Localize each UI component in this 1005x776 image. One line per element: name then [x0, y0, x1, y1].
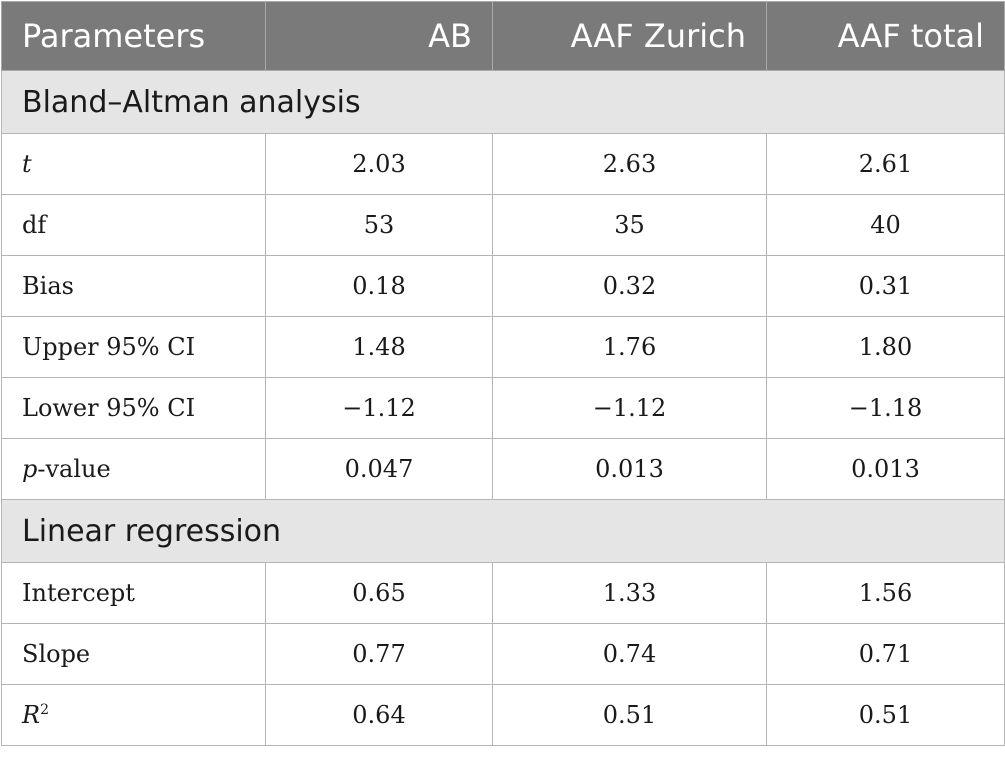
row-label-italic: p: [22, 455, 38, 483]
results-table: Parameters AB AAF Zurich AAF total Bland…: [1, 1, 1005, 746]
table-row: Lower 95% CI −1.12 −1.12 −1.18: [1, 377, 1005, 439]
cell-aaf-total: 2.61: [766, 133, 1005, 195]
header-aaf-zurich: AAF Zurich: [492, 1, 767, 71]
cell-aaf-zurich: 0.013: [492, 438, 767, 500]
table-row: t 2.03 2.63 2.61: [1, 133, 1005, 195]
cell-aaf-total: 0.31: [766, 255, 1005, 317]
cell-aaf-zurich: 2.63: [492, 133, 767, 195]
cell-aaf-total: 0.71: [766, 623, 1005, 685]
header-aaf-total: AAF total: [766, 1, 1005, 71]
cell-ab: 0.047: [265, 438, 493, 500]
cell-aaf-total: 1.56: [766, 562, 1005, 624]
row-label: p-value: [1, 438, 266, 500]
row-label: Lower 95% CI: [1, 377, 266, 439]
cell-aaf-zurich: 35: [492, 194, 767, 256]
header-parameters: Parameters: [1, 1, 266, 71]
table-row: R2 0.64 0.51 0.51: [1, 684, 1005, 746]
table-row: df 53 35 40: [1, 194, 1005, 256]
section-row: Linear regression: [1, 499, 1005, 563]
cell-ab: 0.64: [265, 684, 493, 746]
cell-aaf-total: 40: [766, 194, 1005, 256]
table-row: Upper 95% CI 1.48 1.76 1.80: [1, 316, 1005, 378]
row-label-rest: -value: [37, 455, 111, 483]
row-label: t: [1, 133, 266, 195]
row-label: Upper 95% CI: [1, 316, 266, 378]
row-label-italic: R: [22, 701, 41, 729]
row-label-italic: t: [22, 150, 32, 178]
row-label: Slope: [1, 623, 266, 685]
table-row: Slope 0.77 0.74 0.71: [1, 623, 1005, 685]
row-label-superscript: 2: [40, 702, 49, 718]
cell-aaf-zurich: 0.32: [492, 255, 767, 317]
table-row: Bias 0.18 0.32 0.31: [1, 255, 1005, 317]
cell-aaf-total: 0.013: [766, 438, 1005, 500]
cell-ab: 0.65: [265, 562, 493, 624]
row-label: Intercept: [1, 562, 266, 624]
header-row: Parameters AB AAF Zurich AAF total: [1, 1, 1005, 71]
cell-aaf-total: 1.80: [766, 316, 1005, 378]
section-row: Bland–Altman analysis: [1, 70, 1005, 134]
section-title-bland-altman: Bland–Altman analysis: [1, 70, 1005, 134]
section-title-linear-regression: Linear regression: [1, 499, 1005, 563]
cell-ab: 1.48: [265, 316, 493, 378]
cell-ab: 2.03: [265, 133, 493, 195]
cell-aaf-zurich: −1.12: [492, 377, 767, 439]
header-ab: AB: [265, 1, 493, 71]
cell-ab: 0.77: [265, 623, 493, 685]
cell-ab: 53: [265, 194, 493, 256]
cell-aaf-zurich: 1.76: [492, 316, 767, 378]
cell-aaf-zurich: 1.33: [492, 562, 767, 624]
row-label: R2: [1, 684, 266, 746]
row-label: df: [1, 194, 266, 256]
table-row: p-value 0.047 0.013 0.013: [1, 438, 1005, 500]
cell-ab: 0.18: [265, 255, 493, 317]
cell-ab: −1.12: [265, 377, 493, 439]
cell-aaf-zurich: 0.51: [492, 684, 767, 746]
cell-aaf-total: −1.18: [766, 377, 1005, 439]
cell-aaf-total: 0.51: [766, 684, 1005, 746]
table-row: Intercept 0.65 1.33 1.56: [1, 562, 1005, 624]
cell-aaf-zurich: 0.74: [492, 623, 767, 685]
row-label: Bias: [1, 255, 266, 317]
